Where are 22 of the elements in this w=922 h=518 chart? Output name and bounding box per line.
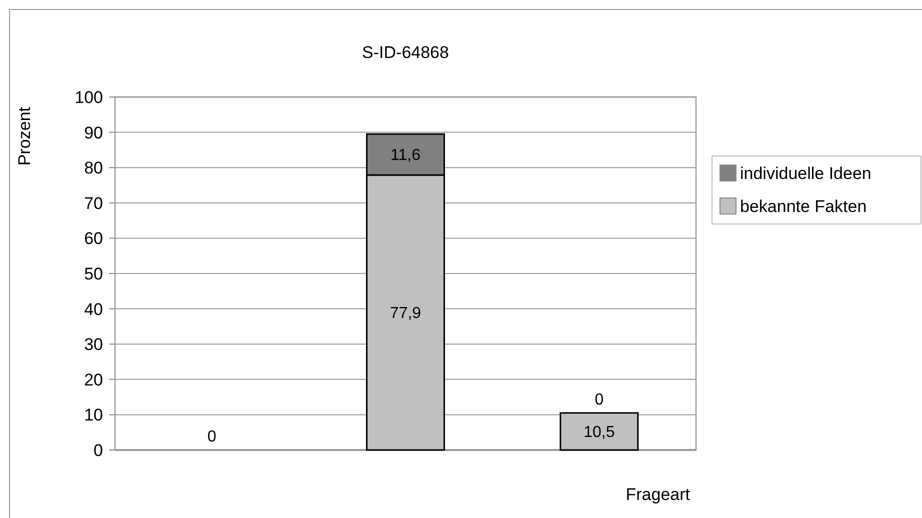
data-label: 11,6 xyxy=(390,147,421,164)
legend-label: bekannte Fakten xyxy=(740,196,867,216)
y-tick-label: 100 xyxy=(74,88,103,107)
chart-title: S-ID-64868 xyxy=(362,43,449,62)
data-label: 10,5 xyxy=(584,424,615,442)
legend-label: individuelle Ideen xyxy=(740,164,872,183)
y-tick-label: 60 xyxy=(84,229,103,248)
y-tick-label: 40 xyxy=(84,300,103,319)
y-tick-label: 50 xyxy=(84,264,103,284)
y-tick-label: 0 xyxy=(94,440,103,460)
x-axis-title: Frageart xyxy=(626,485,690,504)
data-label: 77,9 xyxy=(390,305,422,322)
data-label: 0 xyxy=(207,428,216,446)
y-axis-title: Prozent xyxy=(15,106,34,166)
y-tick-label: 90 xyxy=(84,123,103,142)
y-tick-label: 10 xyxy=(84,406,103,425)
y-tick-label: 20 xyxy=(84,370,103,390)
bar xyxy=(560,412,639,451)
y-tick-label: 80 xyxy=(84,158,103,178)
y-tick-label: 30 xyxy=(84,335,103,354)
data-label: 0 xyxy=(594,392,604,409)
y-tick-label: 70 xyxy=(84,194,103,213)
